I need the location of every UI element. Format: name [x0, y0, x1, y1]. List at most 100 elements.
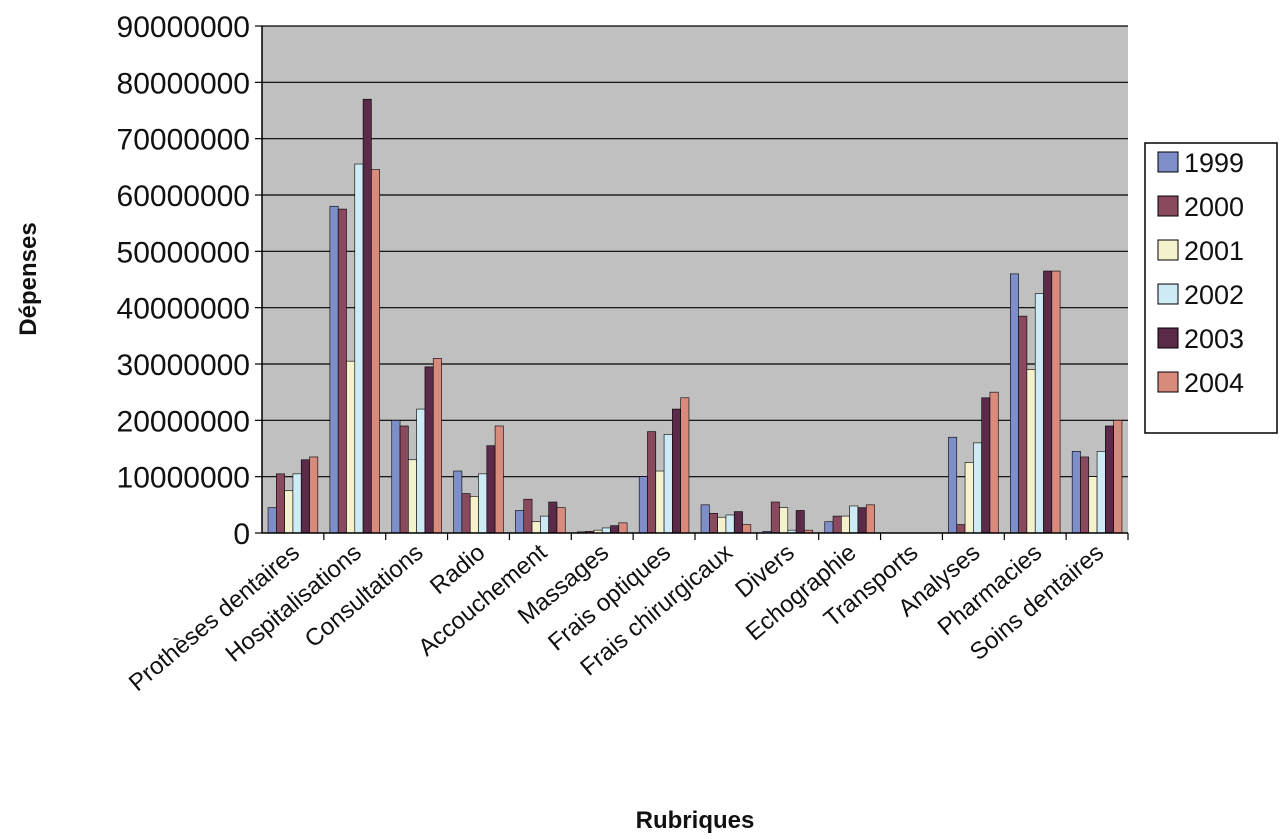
x-tick-labels: Prothèses dentairesHospitalisationsConsu…: [124, 539, 1109, 697]
bar: [700, 504, 710, 534]
bar: [1105, 425, 1114, 534]
bar: [956, 524, 966, 534]
bar: [399, 425, 409, 534]
bar: [292, 473, 302, 534]
legend-swatch: [1157, 283, 1179, 305]
bar: [948, 436, 958, 534]
legend-swatch: [1157, 371, 1179, 393]
bar: [733, 511, 743, 534]
bar: [638, 476, 648, 534]
bar: [680, 397, 690, 534]
bar: [709, 512, 718, 534]
bar: [486, 445, 496, 534]
bar: [515, 510, 525, 534]
bar: [832, 515, 842, 534]
bar: [742, 524, 752, 534]
bar: [453, 470, 463, 534]
bar: [523, 498, 533, 534]
bar: [841, 515, 850, 534]
y-tick-label: 0: [233, 518, 250, 551]
y-tick-labels: 0 10000000 20000000 30000000 40000000 5000000…: [117, 11, 250, 551]
x-axis-title: Rubriques: [636, 807, 755, 834]
bar: [469, 496, 479, 534]
legend-swatch: [1157, 239, 1179, 261]
bar: [672, 408, 681, 534]
bar: [391, 420, 401, 534]
bar: [267, 507, 277, 534]
y-tick-label: 20000000: [117, 405, 250, 438]
legend-label: 2003: [1184, 324, 1244, 354]
legend-label: 2004: [1184, 368, 1244, 398]
bar: [849, 505, 859, 534]
bar: [408, 459, 417, 534]
bar: [725, 514, 735, 534]
bar: [1026, 369, 1036, 534]
y-tick-label: 30000000: [117, 349, 250, 382]
y-tick-label: 70000000: [117, 124, 250, 157]
bar: [1096, 451, 1106, 534]
bar: [717, 516, 727, 534]
legend-swatch: [1157, 151, 1179, 173]
bar: [432, 358, 442, 534]
bar: [964, 462, 974, 534]
bar: [416, 408, 426, 534]
bar: [276, 473, 285, 534]
legend-label: 2001: [1184, 236, 1244, 266]
bar: [1080, 456, 1090, 534]
bar: [1071, 451, 1081, 534]
bar: [795, 510, 805, 534]
bar: [540, 515, 549, 534]
y-tick-label: 60000000: [117, 180, 250, 213]
bar: [1018, 315, 1028, 534]
bar: [989, 391, 999, 534]
bar: [424, 366, 434, 534]
bar: [284, 490, 294, 534]
bar: [346, 360, 356, 534]
bar: [362, 98, 372, 534]
bar: [601, 527, 611, 534]
bar: [770, 501, 780, 534]
bar: [655, 470, 665, 534]
y-tick-label: 80000000: [117, 67, 250, 100]
legend-label: 2000: [1184, 192, 1244, 222]
bar: [337, 208, 347, 534]
bar: [478, 473, 488, 534]
bar: [309, 456, 319, 534]
bar: [824, 521, 834, 534]
bar: [1088, 476, 1098, 534]
y-tick-label: 10000000: [117, 462, 250, 495]
bar: [556, 507, 566, 534]
y-tick-label: 50000000: [117, 236, 250, 269]
bar: [548, 501, 558, 534]
axes: [255, 25, 1129, 540]
bar: [610, 525, 620, 534]
bar: [329, 205, 339, 534]
bar: [618, 522, 628, 534]
legend-swatch: [1157, 327, 1179, 349]
bar: [981, 397, 991, 534]
bar: [663, 434, 673, 534]
bar: [300, 459, 310, 534]
bar: [371, 169, 380, 534]
bar: [1051, 270, 1061, 534]
bar: [461, 493, 471, 534]
legend-label: 2002: [1184, 280, 1244, 310]
legend: 1999 2000 2001 2002 2003 2004: [1144, 142, 1278, 434]
bar: [354, 163, 364, 534]
bar: [647, 431, 657, 534]
bar: [1113, 420, 1123, 534]
bar: [494, 425, 504, 534]
legend-swatch: [1157, 195, 1179, 217]
bars: [267, 98, 1123, 534]
bar: [1010, 273, 1019, 534]
bar: [857, 507, 867, 534]
y-tick-label: 90000000: [117, 11, 250, 44]
legend-label: 1999: [1184, 148, 1244, 178]
y-tick-label: 40000000: [117, 293, 250, 326]
bar: [973, 442, 982, 534]
bar: [531, 521, 541, 534]
y-axis-title: Dépenses: [15, 222, 42, 335]
bar: [1034, 293, 1044, 534]
bar: [1043, 270, 1053, 534]
